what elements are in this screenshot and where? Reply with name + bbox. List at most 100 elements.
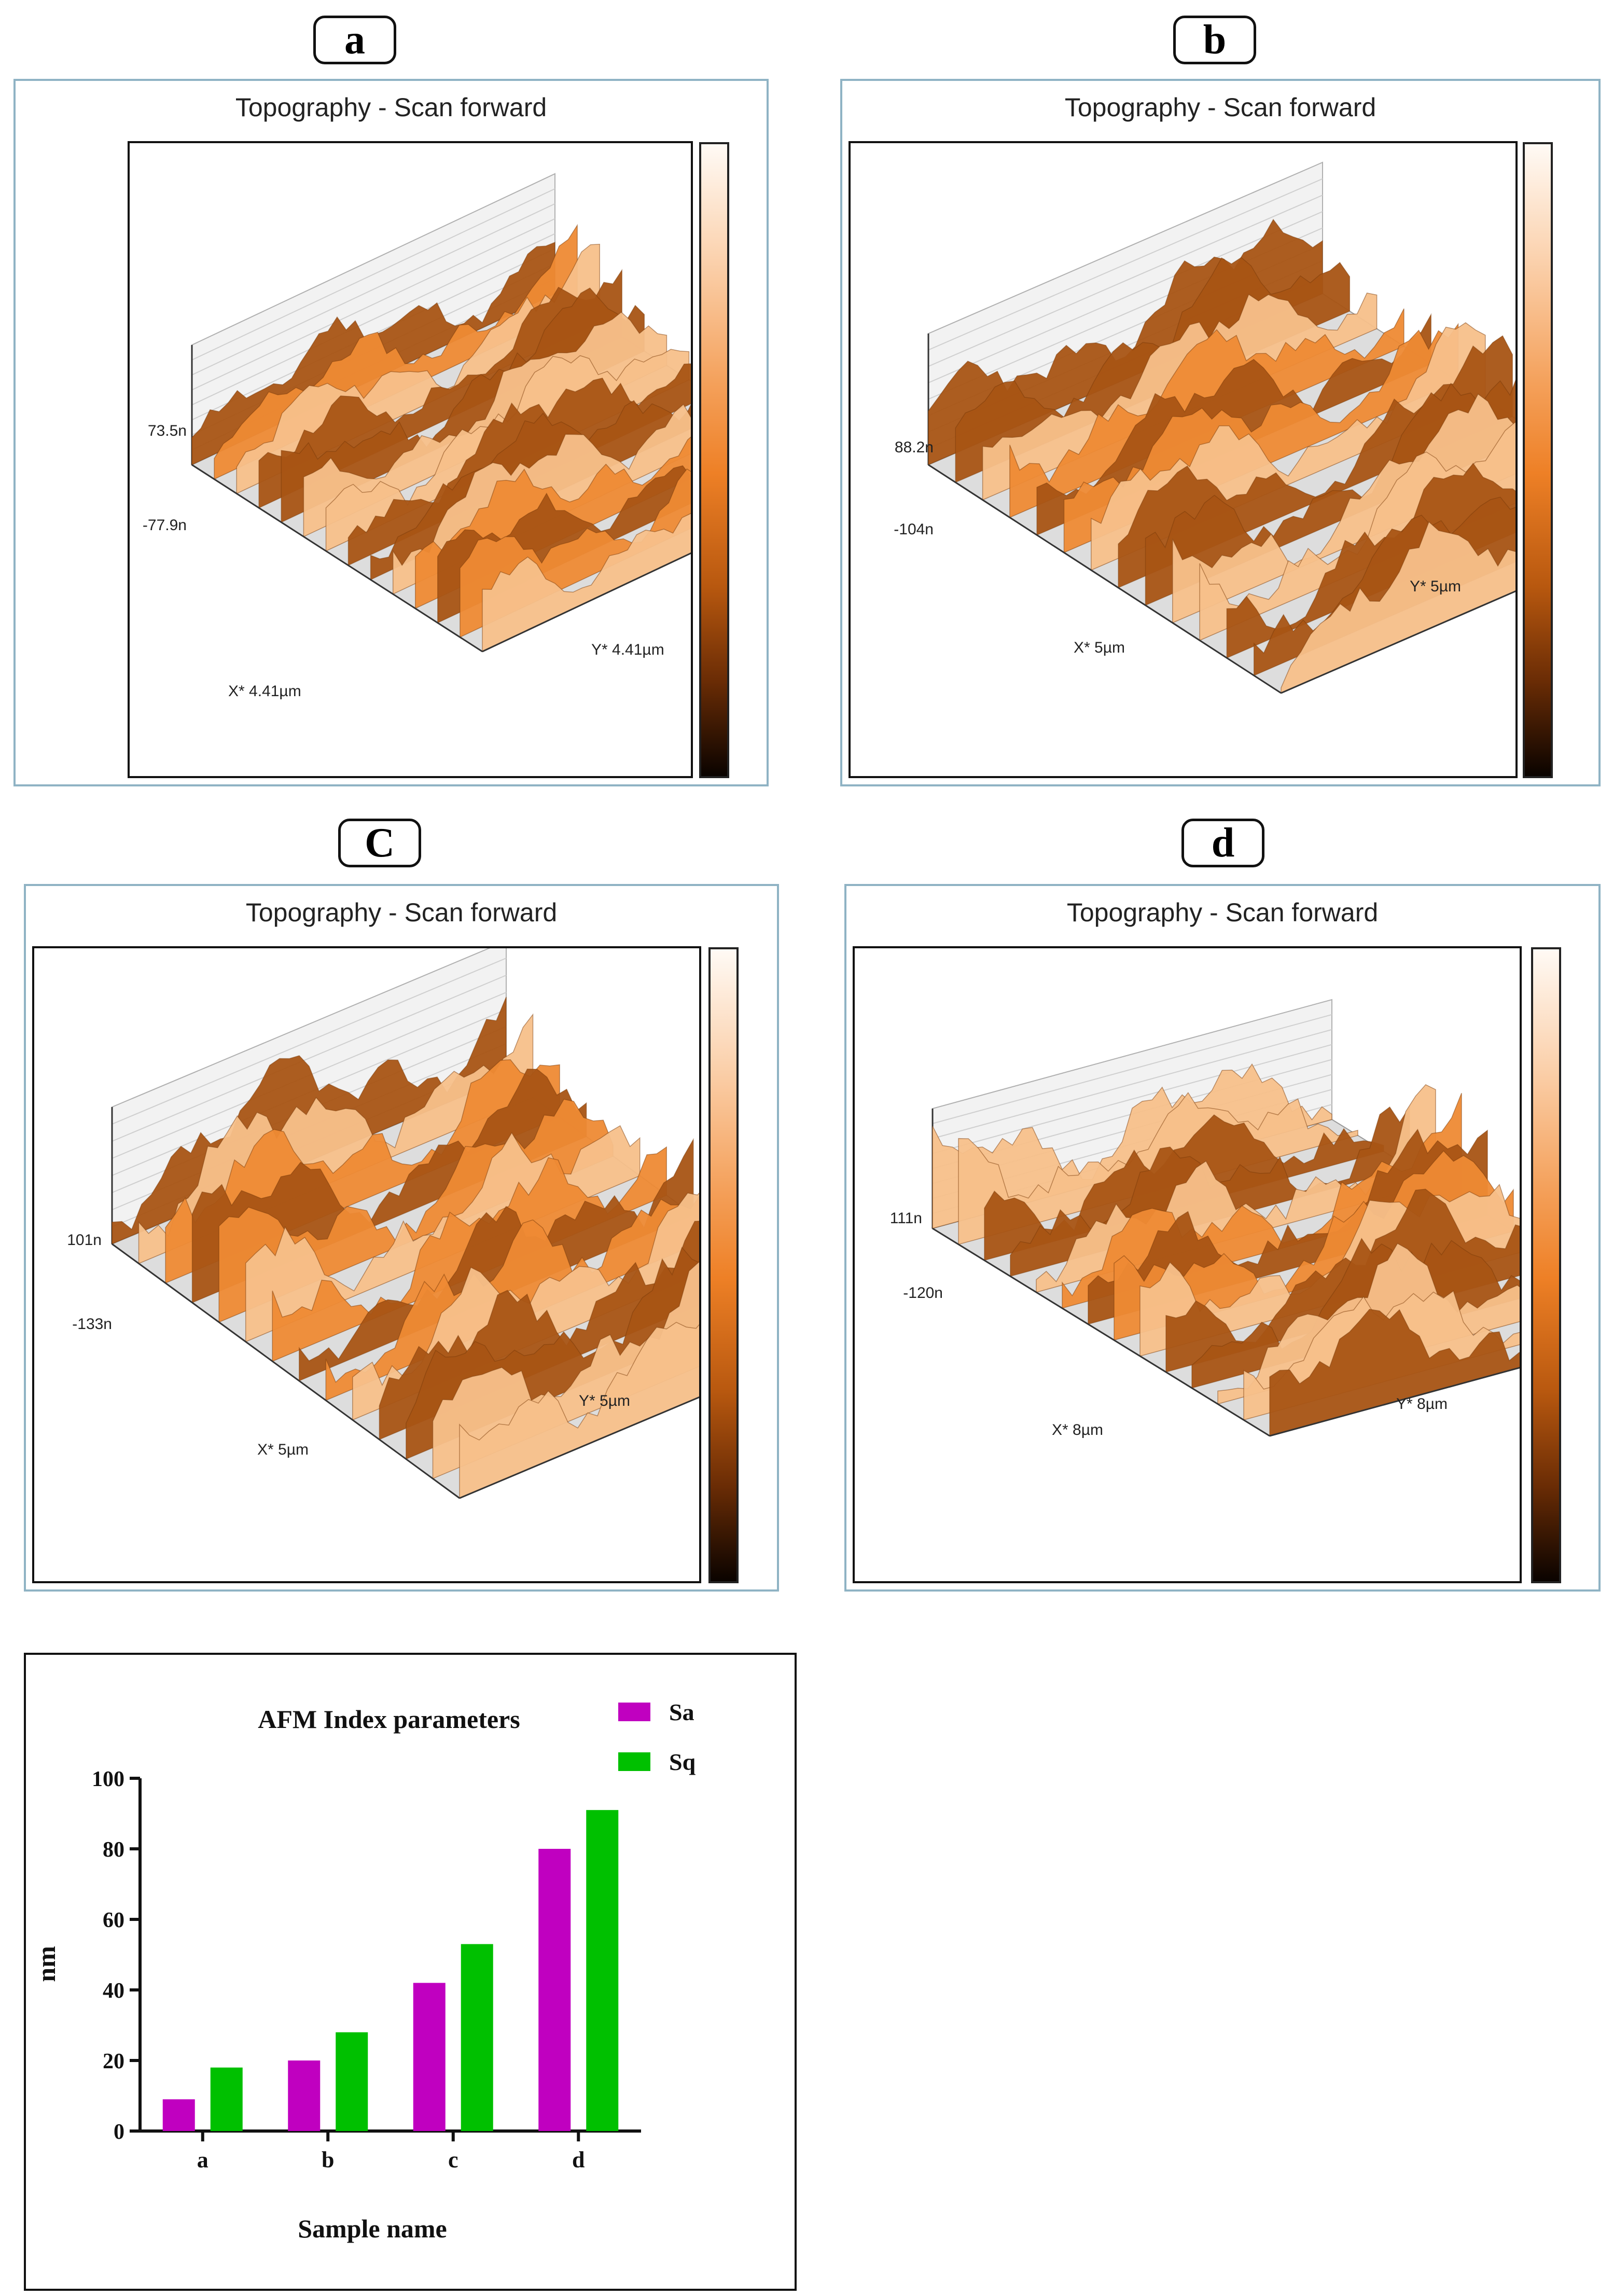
z-min-label: -104n — [894, 521, 934, 538]
topography-3d-plot: 111n -120n X* 8µm Y* 8µm — [853, 946, 1522, 1583]
surface-ridge — [281, 287, 645, 523]
wall-gridline — [928, 178, 1323, 351]
surface-group — [927, 161, 1515, 694]
x-tick-label: c — [448, 2147, 458, 2173]
y-axis-edge — [932, 1227, 1270, 1437]
z-min-label: -133n — [72, 1316, 112, 1333]
wall-gridline — [928, 211, 1323, 383]
surface-plot-svg — [110, 948, 699, 1499]
z-min-label: -77.9n — [142, 517, 187, 534]
y-tick-label: 40 — [103, 1979, 124, 2003]
x-tick-label: d — [572, 2147, 585, 2173]
x-axis-label: X* 5µm — [257, 1441, 309, 1458]
z-max-label: 111n — [889, 1210, 922, 1227]
y-axis-edge — [112, 1243, 460, 1499]
legend-swatch-sa — [618, 1703, 650, 1721]
y-axis-label: Y* 5µm — [1410, 578, 1461, 595]
x-tick-label: a — [197, 2147, 208, 2173]
panel-label-b: b — [1173, 16, 1256, 64]
bar-sq-b — [336, 2032, 368, 2131]
wall-gridline — [191, 233, 555, 406]
panel-title: Topography - Scan forward — [1066, 898, 1379, 927]
x-axis-label: X* 8µm — [1052, 1421, 1103, 1439]
z-max-label: 101n — [67, 1232, 102, 1249]
bar-sa-d — [538, 1849, 571, 2131]
y-tick-label: 0 — [114, 2120, 124, 2144]
panel-label-a: a — [313, 16, 396, 64]
surface-group — [931, 999, 1520, 1437]
surface-group — [190, 173, 691, 653]
x-axis-label: X* 4.41µm — [228, 683, 301, 700]
chart-title: AFM Index parameters — [258, 1705, 520, 1734]
x-axis-label: X* 5µm — [1074, 639, 1125, 656]
height-colorbar — [1531, 947, 1561, 1583]
panel-label-d: d — [1181, 819, 1264, 867]
topography-3d-plot: 101n -133n X* 5µm Y* 5µm — [32, 946, 701, 1583]
surface-ridge — [1281, 521, 1515, 694]
bar-sa-c — [413, 1983, 446, 2131]
y-tick-label: 100 — [92, 1767, 124, 1791]
wall-gridline — [191, 203, 555, 376]
legend-label-sq: Sq — [669, 1749, 696, 1775]
wall-gridline — [928, 195, 1323, 367]
surface-ridge — [482, 513, 691, 653]
panel-title: Topography - Scan forward — [1064, 93, 1376, 122]
panel-title: Topography - Scan forward — [245, 898, 558, 927]
bar-sq-c — [461, 1944, 493, 2131]
y-axis-label: Y* 4.41µm — [591, 641, 664, 658]
y-axis-edge — [928, 464, 1282, 694]
bar-chart-svg: AFM Index parameters Sample name nm Sa Sq… — [32, 1699, 696, 2243]
x-axis-edge — [482, 552, 691, 653]
topography-panel-c: Topography - Scan forward 101n -133n X* … — [24, 884, 779, 1592]
wall-gridline — [932, 1014, 1332, 1124]
wall-gridline — [932, 1044, 1332, 1154]
wall-gridline — [112, 975, 507, 1142]
y-axis-label: Y* 8µm — [1396, 1395, 1448, 1413]
bar-sa-a — [162, 2099, 195, 2131]
z-max-label: 88.2n — [894, 439, 934, 456]
x-axis-title: Sample name — [298, 2214, 447, 2243]
surface-plot-svg — [927, 161, 1515, 694]
wall-gridline — [932, 1029, 1332, 1139]
bar-sq-a — [210, 2067, 243, 2131]
x-axis-edge — [1281, 590, 1515, 694]
surface-ridge — [1269, 1309, 1520, 1436]
surface-group — [110, 948, 699, 1499]
topography-panel-b: Topography - Scan forward 88.2n -104n X*… — [840, 79, 1601, 786]
surface-ridge — [1199, 422, 1515, 641]
legend-label-sa: Sa — [669, 1699, 694, 1725]
z-min-label: -120n — [903, 1284, 943, 1302]
topography-3d-plot: 73.5n -77.9n X* 4.41µm Y* 4.41µm — [128, 141, 693, 778]
y-axis-label: Y* 5µm — [579, 1392, 630, 1409]
topography-3d-plot: 88.2n -104n X* 5µm Y* 5µm — [849, 141, 1518, 778]
x-axis-edge — [1269, 1366, 1520, 1437]
y-tick-label: 60 — [103, 1908, 124, 1932]
surface-ridge — [1145, 379, 1515, 606]
y-tick-label: 80 — [103, 1838, 124, 1862]
height-colorbar — [1523, 142, 1553, 778]
bar-sq-d — [586, 1810, 619, 2131]
y-tick-label: 20 — [103, 2050, 124, 2073]
surface-ridge — [1172, 393, 1515, 624]
y-axis-edge — [191, 464, 483, 653]
surface-plot-svg — [931, 999, 1520, 1437]
x-axis-edge — [459, 1396, 699, 1499]
surface-ridge — [459, 1322, 699, 1499]
panel-label-c: C — [338, 819, 421, 867]
topography-panel-d: Topography - Scan forward 111n -120n X* … — [844, 884, 1601, 1592]
afm-bar-chart: AFM Index parameters Sample name nm Sa Sq… — [24, 1653, 797, 2291]
wall-gridline — [112, 958, 507, 1125]
wall-gridline — [191, 218, 555, 391]
surface-plot-svg — [190, 173, 691, 653]
height-colorbar — [708, 947, 739, 1583]
height-colorbar — [699, 142, 729, 778]
bar-sa-b — [288, 2060, 321, 2131]
z-max-label: 73.5n — [147, 422, 187, 439]
wall-gridline — [191, 188, 555, 361]
topography-panel-a: Topography - Scan forward 73.5n -77.9n X… — [13, 79, 769, 786]
surface-ridge — [932, 1063, 1332, 1229]
y-axis-title: nm — [32, 1946, 61, 1982]
x-tick-label: b — [322, 2147, 334, 2173]
legend-swatch-sq — [618, 1752, 650, 1771]
panel-title: Topography - Scan forward — [235, 93, 547, 122]
